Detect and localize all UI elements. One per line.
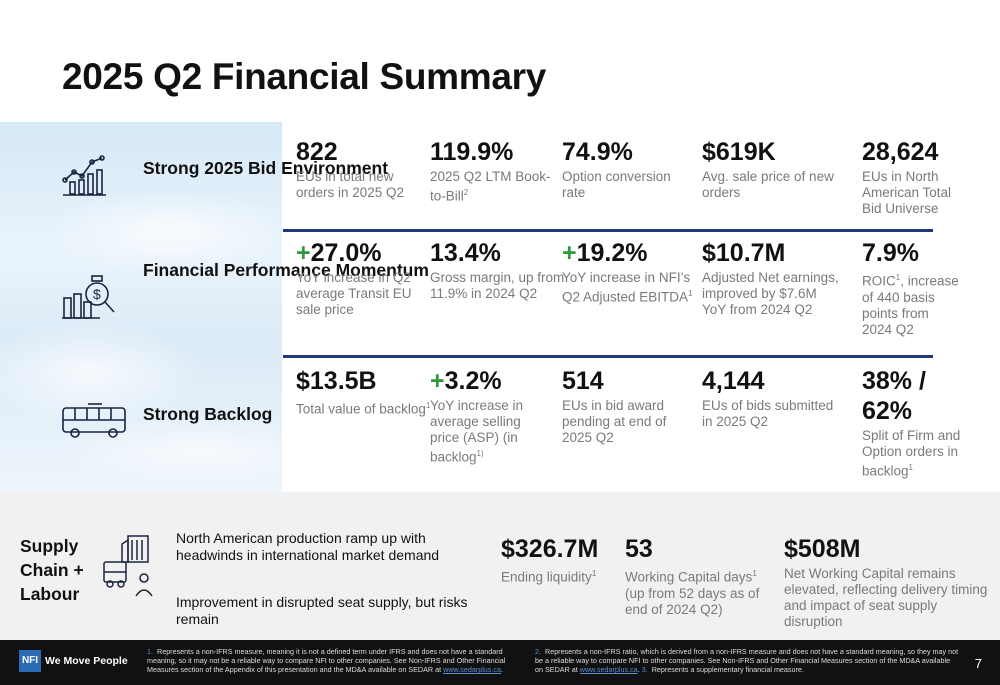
metric-value: $326.7M [501,535,599,563]
sedar-link[interactable]: www.sedarplus.ca [579,665,638,675]
metric-card: 38% / 62% Split of Firm and Option order… [862,366,962,480]
metric-desc: EUs in bid award pending at end of 2025 … [562,398,667,445]
footnote-1: 1. Represents a non-IFRS measure, meaning… [147,647,506,675]
metric-value: 7.9% [862,239,919,267]
metric-value: +3.2% [430,367,502,395]
metric-value: +19.2% [562,239,648,267]
page-title: 2025 Q2 Financial Summary [62,56,547,97]
section-label-financial-performance: Financial Performance Momentum [143,260,429,280]
footnote-2: 2. Represents a non-IFRS ratio, which is … [535,647,959,675]
metric-card: +19.2% YoY increase in NFI’s Q2 Adjusted… [562,238,697,306]
metric-value: 38% / 62% [862,367,926,425]
metric-card: 822 EUs in total new orders in 2025 Q2 [296,137,431,201]
metric-value: $10.7M [702,239,786,267]
svg-text:$: $ [93,286,101,302]
metric-card: 4,144 EUs of bids submitted in 2025 Q2 [702,366,837,430]
footer-bar [0,640,1000,685]
metric-desc: ROIC1, increase of 440 basis points from… [862,273,959,337]
metric-card: 119.9% 2025 Q2 LTM Book-to-Bill2 [430,137,565,205]
supply-text-production: North American production ramp up with h… [176,530,440,563]
metric-desc: EUs in North American Total Bid Universe [862,169,952,216]
metric-desc: YoY increase in Q2 average Transit EU sa… [296,270,412,317]
section-label-bid-environment: Strong 2025 Bid Environment [143,158,389,178]
money-bag-chart-icon: $ [60,272,120,327]
metric-card: 13.4% Gross margin, up from 11.9% in 202… [430,238,565,302]
metric-value: 4,144 [702,367,765,395]
metric-card: $10.7M Adjusted Net earnings, improved b… [702,238,842,318]
metric-card: $13.5B Total value of backlog1 [296,366,431,418]
metric-desc: Option conversion rate [562,169,671,200]
metric-desc: Adjusted Net earnings, improved by $7.6M… [702,270,839,317]
metric-value: 822 [296,138,338,166]
supply-text-seat-supply: Improvement in disrupted seat supply, bu… [176,594,468,627]
section-label-supply-chain: Supply Chain + Labour [20,536,84,604]
metric-value: 514 [562,367,604,395]
metric-desc: Split of Firm and Option orders in backl… [862,428,961,479]
factory-worker-icon [100,534,160,607]
metric-desc: Working Capital days1 (up from 52 days a… [625,569,760,617]
metric-value: 119.9% [430,138,514,166]
nfi-logo: NFI [19,650,41,672]
metric-card: 28,624 EUs in North American Total Bid U… [862,137,962,217]
metric-desc: 2025 Q2 LTM Book-to-Bill2 [430,169,551,204]
metric-desc: Avg. sale price of new orders [702,169,834,200]
metric-card: $619K Avg. sale price of new orders [702,137,837,201]
metric-desc: YoY increase in NFI’s Q2 Adjusted EBITDA… [562,270,693,305]
metric-desc: Total value of backlog1 [296,401,431,417]
section-divider [283,229,933,232]
metric-card: +3.2% YoY increase in average selling pr… [430,366,545,466]
metric-value: +27.0% [296,239,382,267]
metric-card: 74.9% Option conversion rate [562,137,697,201]
page-number: 7 [974,656,982,671]
metric-card: 7.9% ROIC1, increase of 440 basis points… [862,238,962,338]
rising-chart-icon [60,150,110,205]
metric-card: $326.7M Ending liquidity1 [501,534,616,586]
metric-desc: Ending liquidity1 [501,569,597,585]
section-divider [283,355,933,358]
metric-value: 53 [625,535,653,563]
tagline: We Move People [45,655,128,667]
metric-card: 514 EUs in bid award pending at end of 2… [562,366,677,446]
sky-background [0,122,282,492]
supply-chain-panel [0,492,1000,640]
sedar-link[interactable]: www.sedarplus.ca [443,665,501,675]
metric-desc: Gross margin, up from 11.9% in 2024 Q2 [430,270,565,301]
metric-value: $619K [702,138,776,166]
section-label-strong-backlog: Strong Backlog [143,404,273,424]
metric-card: 53 Working Capital days1 (up from 52 day… [625,534,760,618]
bus-icon [60,402,130,447]
metric-value: 13.4% [430,239,501,267]
metric-desc: Net Working Capital remains elevated, re… [784,566,988,629]
metric-desc: YoY increase in average selling price (A… [430,398,524,465]
metric-desc: EUs of bids submitted in 2025 Q2 [702,398,834,429]
metric-card: +27.0% YoY increase in Q2 average Transi… [296,238,431,318]
metric-desc: EUs in total new orders in 2025 Q2 [296,169,405,200]
metric-value: $13.5B [296,367,377,395]
metric-card: $508M Net Working Capital remains elevat… [784,534,989,630]
metric-value: 74.9% [562,138,633,166]
metric-value: $508M [784,535,861,563]
metric-value: 28,624 [862,138,939,166]
